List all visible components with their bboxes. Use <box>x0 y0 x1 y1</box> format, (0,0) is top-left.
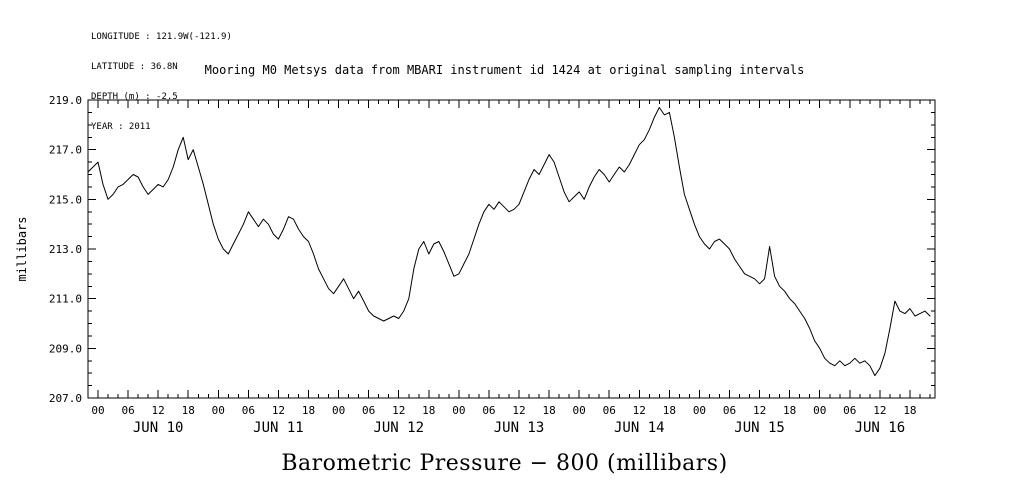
x-hour-tick-label: 06 <box>723 404 736 417</box>
x-hour-tick-label: 18 <box>302 404 315 417</box>
x-hour-tick-label: 00 <box>332 404 345 417</box>
x-axis-title: Barometric Pressure − 800 (millibars) <box>281 451 728 476</box>
axes <box>87 99 936 399</box>
y-tick-label: 217.0 <box>49 144 82 157</box>
axis-labels: 207.0 209.0 211.0 213.0 215.0 217.0 219.0 00 06 1… <box>49 94 917 436</box>
x-hour-tick-label: 12 <box>152 404 165 417</box>
y-tick-label: 211.0 <box>49 293 82 306</box>
y-tick-label: 219.0 <box>49 94 82 107</box>
x-hour-tick-label: 00 <box>693 404 706 417</box>
x-hour-tick-label: 12 <box>392 404 405 417</box>
chart-title: Mooring M0 Metsys data from MBARI instru… <box>204 63 805 77</box>
y-tick-label: 215.0 <box>49 193 82 206</box>
meta-depth: DEPTH (m) : -2.5 <box>91 92 178 102</box>
x-day-label: JUN 12 <box>373 420 424 436</box>
metadata-block: LONGITUDE : 121.9W(-121.9) LATITUDE : 36… <box>91 12 232 152</box>
x-day-label: JUN 15 <box>734 420 785 436</box>
x-hour-tick-label: 18 <box>903 404 916 417</box>
x-hour-tick-label: 06 <box>843 404 856 417</box>
x-hour-tick-label: 06 <box>482 404 495 417</box>
x-hour-tick-label: 00 <box>212 404 225 417</box>
x-hour-tick-label: 18 <box>663 404 676 417</box>
pressure-series-line <box>87 107 931 377</box>
x-hour-tick-label: 12 <box>512 404 525 417</box>
x-day-label: JUN 11 <box>253 420 304 436</box>
y-tick-label: 207.0 <box>49 392 82 405</box>
x-hour-tick-label: 12 <box>633 404 646 417</box>
meta-latitude: LATITUDE : 36.8N <box>91 62 178 72</box>
x-hour-tick-label: 18 <box>182 404 195 417</box>
x-hour-tick-label: 12 <box>873 404 886 417</box>
meta-longitude: LONGITUDE : 121.9W(-121.9) <box>91 32 232 42</box>
x-hour-tick-label: 12 <box>272 404 285 417</box>
x-hour-tick-label: 00 <box>573 404 586 417</box>
plot-frame <box>87 99 936 399</box>
x-day-label: JUN 14 <box>614 420 665 436</box>
x-hour-tick-label: 06 <box>603 404 616 417</box>
x-hour-tick-label: 12 <box>753 404 766 417</box>
x-hour-tick-label: 18 <box>783 404 796 417</box>
y-tick-label: 209.0 <box>49 342 82 355</box>
x-day-label: JUN 10 <box>133 420 184 436</box>
y-tick-label: 213.0 <box>49 243 82 256</box>
x-hour-tick-label: 00 <box>91 404 104 417</box>
x-hour-tick-label: 00 <box>813 404 826 417</box>
x-hour-tick-label: 06 <box>121 404 134 417</box>
x-hour-tick-label: 18 <box>542 404 555 417</box>
x-hour-tick-label: 06 <box>242 404 255 417</box>
x-hour-tick-label: 18 <box>422 404 435 417</box>
x-day-label: JUN 16 <box>855 420 906 436</box>
meta-year: YEAR : 2011 <box>91 122 151 132</box>
x-hour-tick-label: 06 <box>362 404 375 417</box>
x-day-label: JUN 13 <box>494 420 545 436</box>
x-hour-tick-label: 00 <box>452 404 465 417</box>
